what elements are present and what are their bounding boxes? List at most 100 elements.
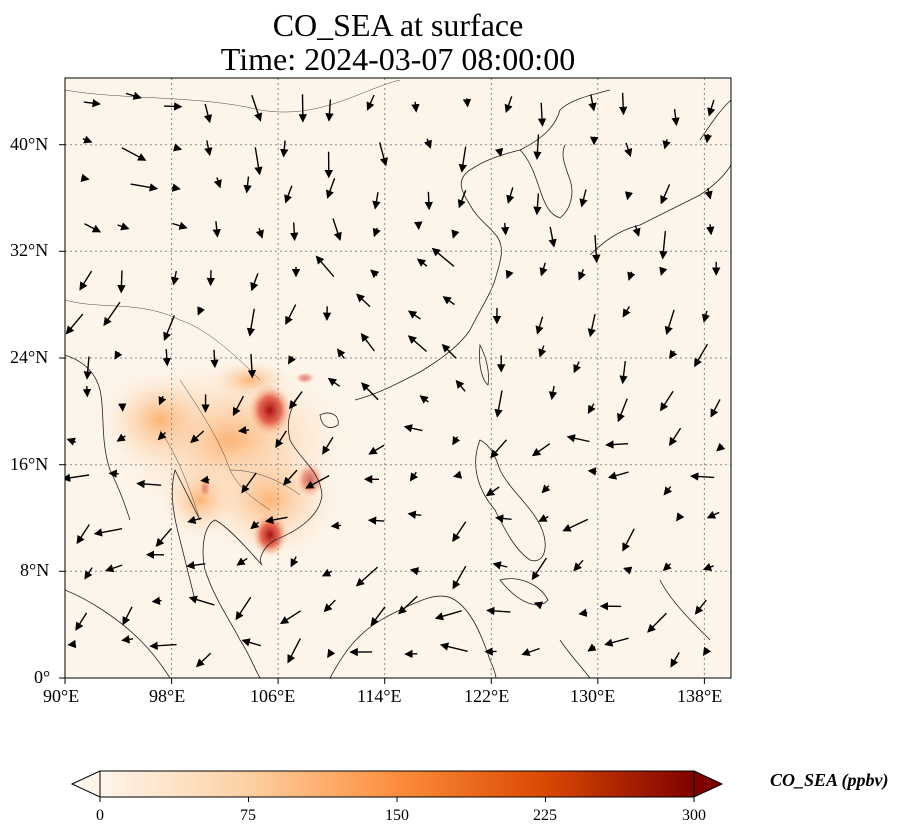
wind-arrow [83, 356, 92, 380]
wind-arrow [702, 646, 712, 657]
wind-arrow [66, 437, 77, 446]
wind-arrow [627, 271, 636, 281]
wind-arrow [500, 222, 510, 236]
wind-arrow [676, 512, 685, 522]
tick-marks [59, 144, 705, 684]
colorbar-tick-label: 75 [240, 807, 256, 824]
wind-arrow [702, 562, 714, 571]
wind-arrow [327, 377, 341, 387]
wind-arrow [264, 515, 288, 525]
wind-arrow [213, 177, 222, 189]
wind-arrow [439, 642, 468, 652]
wind-arrow [210, 349, 219, 369]
wind-arrow [587, 403, 596, 415]
wind-arrow [305, 474, 330, 489]
wind-arrow [285, 304, 297, 326]
wind-arrow [155, 528, 172, 547]
wind-arrow [149, 641, 177, 650]
wind-arrow [492, 561, 508, 570]
wind-arrow [125, 91, 142, 100]
wind-arrow [93, 528, 123, 537]
wind-arrow [451, 229, 460, 239]
wind-arrow [170, 270, 180, 286]
wind-arrow [541, 484, 551, 494]
wind-arrow [246, 308, 256, 337]
wind-arrow [163, 315, 175, 341]
wind-arrow [282, 469, 298, 486]
wind-arrow [378, 142, 388, 167]
wind-arrow [707, 99, 716, 117]
wind-arrow [322, 436, 334, 455]
wind-arrow [368, 444, 385, 455]
wind-arrow [663, 486, 673, 496]
wind-arrow [622, 306, 631, 318]
wind-vectors [65, 91, 726, 668]
wind-arrow [280, 140, 289, 158]
wind-arrow [361, 382, 379, 401]
wind-arrow [172, 221, 188, 230]
wind-arrow [288, 391, 303, 410]
wind-arrow [162, 349, 172, 367]
wind-arrow [409, 471, 419, 482]
wind-arrow [76, 524, 90, 545]
lat-tick-label: 24°N [10, 347, 49, 367]
wind-arrow [704, 188, 713, 200]
wind-arrow [455, 379, 466, 392]
wind-arrow [619, 92, 628, 116]
wind-arrow [690, 472, 715, 481]
wind-arrow [232, 395, 245, 417]
wind-arrow [535, 316, 544, 335]
wind-arrow [587, 313, 596, 338]
wind-arrow [235, 596, 252, 621]
wind-arrow [117, 270, 126, 294]
wind-arrow [136, 479, 162, 489]
wind-arrow [103, 301, 121, 327]
wind-arrow [531, 557, 547, 581]
lon-tick-label: 138°E [677, 686, 723, 706]
wind-arrow [694, 343, 709, 368]
wind-arrow [65, 313, 84, 335]
wind-arrow [203, 103, 213, 124]
wind-arrow [336, 348, 346, 359]
wind-arrow [241, 472, 257, 494]
wind-arrow [592, 235, 601, 264]
wind-arrow [195, 652, 212, 668]
wind-arrow [171, 183, 181, 192]
wind-arrow [710, 399, 721, 418]
wind-arrow [619, 361, 628, 385]
wind-arrow [506, 187, 515, 204]
wind-arrow [419, 395, 429, 404]
wind-arrow [662, 562, 672, 572]
wind-arrow [670, 652, 680, 668]
wind-arrow [416, 258, 428, 267]
wind-arrow [367, 516, 385, 525]
wind-arrow [533, 134, 542, 160]
wind-arrow [623, 566, 633, 575]
wind-arrow [287, 638, 301, 664]
coastlines [65, 89, 731, 678]
wind-arrow [290, 222, 299, 242]
wind-arrow [573, 559, 584, 572]
wind-arrow [407, 310, 421, 320]
wind-arrow [247, 353, 257, 379]
wind-arrow [573, 361, 582, 374]
wind-arrow [321, 568, 333, 577]
wind-arrow [172, 143, 183, 152]
wind-arrow [504, 96, 513, 114]
wind-arrow [617, 398, 628, 423]
wind-arrow [494, 147, 504, 157]
wind-arrow [200, 475, 210, 484]
wind-arrow [251, 94, 263, 122]
wind-arrow [407, 510, 422, 519]
wind-arrow [624, 191, 634, 201]
wind-arrow [578, 608, 588, 617]
map-frame [64, 77, 732, 679]
wind-arrow [486, 606, 511, 616]
wind-arrow [121, 147, 147, 161]
wind-arrow [452, 565, 467, 590]
wind-arrow [587, 467, 597, 476]
wind-arrow [105, 564, 123, 573]
wind-arrow [254, 147, 263, 176]
colorbar-tick-label: 225 [533, 807, 557, 824]
wind-arrow [325, 99, 334, 122]
